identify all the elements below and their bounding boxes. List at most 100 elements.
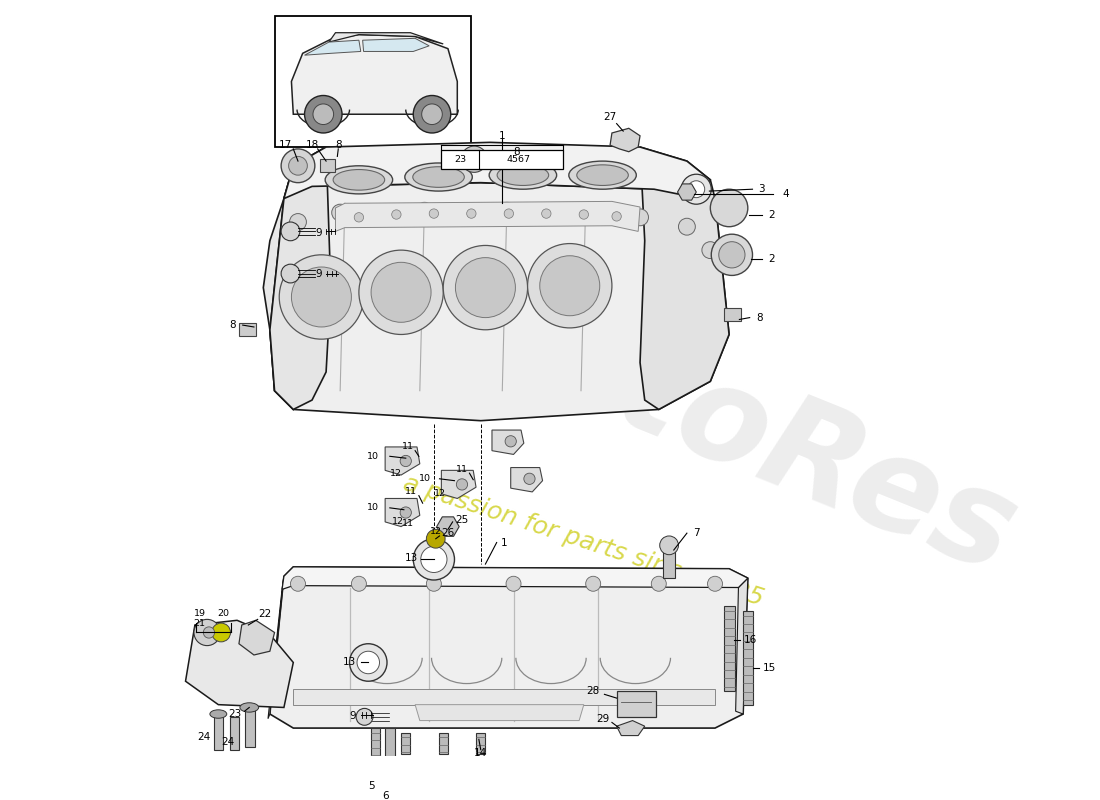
Circle shape [429,209,439,218]
Polygon shape [437,517,459,536]
Circle shape [351,576,366,591]
Ellipse shape [576,165,628,186]
Circle shape [356,708,373,726]
Circle shape [282,264,300,283]
Circle shape [541,209,551,218]
Circle shape [212,623,231,642]
Circle shape [427,576,441,591]
Circle shape [400,455,411,466]
Circle shape [712,234,752,275]
Circle shape [194,619,220,646]
Bar [371,728,381,775]
Circle shape [292,267,351,327]
Circle shape [631,209,649,226]
Text: 23: 23 [229,709,242,719]
Circle shape [282,222,300,241]
Bar [663,546,674,578]
Circle shape [585,576,601,591]
Text: 2: 2 [768,254,774,265]
Text: 14: 14 [474,748,487,758]
Circle shape [718,242,745,268]
Text: 25: 25 [455,515,469,525]
Text: 11: 11 [402,519,414,528]
Text: 21: 21 [194,618,206,628]
Circle shape [443,246,528,330]
Polygon shape [640,147,729,410]
Bar [725,308,741,322]
Circle shape [392,210,402,219]
Text: 13: 13 [405,553,418,562]
Polygon shape [292,34,458,114]
Text: 26: 26 [441,528,454,538]
Text: 11: 11 [406,487,417,497]
Circle shape [358,651,379,674]
Circle shape [371,262,431,322]
Polygon shape [385,498,420,526]
Text: 6: 6 [382,790,388,800]
Circle shape [414,538,454,580]
Circle shape [421,104,442,125]
Ellipse shape [326,166,393,194]
Polygon shape [510,467,542,492]
Circle shape [540,256,600,316]
Circle shape [279,255,364,339]
Text: 23: 23 [454,154,466,164]
Text: eurotoRes: eurotoRes [285,199,1033,601]
Circle shape [524,473,535,485]
Text: 11: 11 [456,465,468,474]
Bar [213,714,223,750]
Polygon shape [363,38,429,51]
Bar [439,733,448,754]
Text: 9: 9 [349,711,355,721]
Polygon shape [441,470,476,498]
Ellipse shape [490,161,557,190]
Bar [441,150,563,169]
Circle shape [314,104,333,125]
Circle shape [612,212,621,221]
Polygon shape [385,447,420,475]
Ellipse shape [240,702,258,712]
Polygon shape [282,567,748,590]
Text: 27: 27 [604,112,617,122]
Text: 10: 10 [367,452,380,461]
Text: a passion for parts since 1985: a passion for parts since 1985 [400,471,767,610]
Circle shape [288,157,307,175]
Polygon shape [336,202,640,231]
Ellipse shape [405,163,472,191]
Polygon shape [678,184,696,200]
Polygon shape [329,33,443,44]
Text: 2: 2 [768,210,774,219]
Circle shape [282,149,315,182]
Bar [230,717,239,750]
Text: 29: 29 [596,714,609,724]
Circle shape [711,190,748,226]
Polygon shape [263,147,331,410]
Text: 3: 3 [759,184,766,194]
Circle shape [461,146,487,172]
Text: 24: 24 [221,737,234,747]
Text: 16: 16 [744,635,757,645]
Text: 8: 8 [336,140,342,150]
Polygon shape [270,567,748,728]
Text: 22: 22 [258,609,272,618]
Circle shape [679,218,695,235]
Circle shape [498,202,516,219]
Polygon shape [270,182,729,421]
Bar [744,611,754,705]
Circle shape [305,95,342,133]
Circle shape [681,174,712,204]
Circle shape [651,576,667,591]
Text: 28: 28 [586,686,600,695]
Circle shape [528,243,612,328]
Polygon shape [610,128,640,152]
Text: 18: 18 [306,140,319,150]
Text: 1: 1 [500,538,507,547]
Text: 4: 4 [782,189,789,199]
Bar [617,690,656,717]
Circle shape [466,209,476,218]
Circle shape [504,209,514,218]
Bar [239,323,256,336]
Polygon shape [415,705,584,721]
Ellipse shape [333,170,385,190]
Polygon shape [239,620,275,655]
